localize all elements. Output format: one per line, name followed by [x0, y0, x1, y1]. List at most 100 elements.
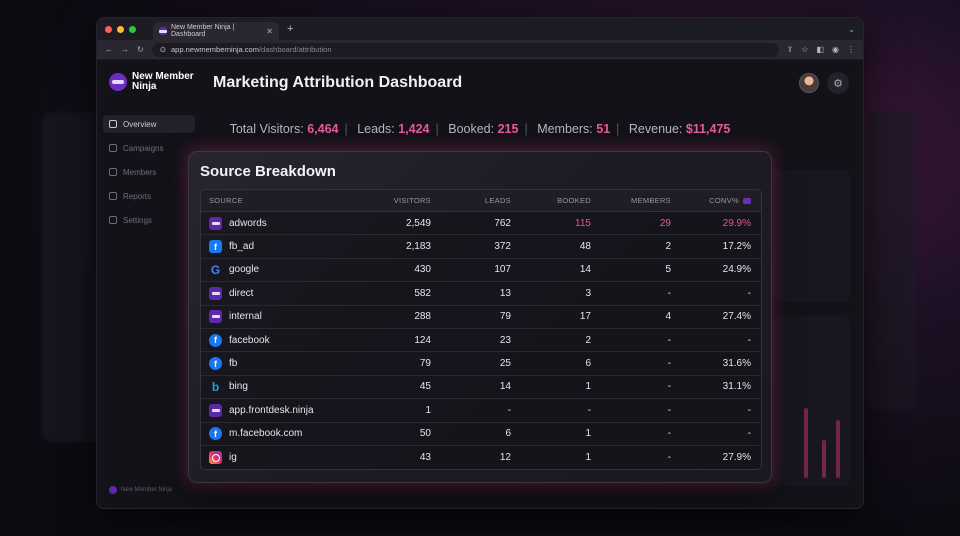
column-header-booked[interactable]: BOOKED	[557, 196, 591, 205]
cell-members: -	[667, 287, 671, 299]
stat-revenue: Revenue: $11,475	[628, 122, 731, 136]
column-header-members[interactable]: MEMBERS	[630, 196, 671, 205]
app-content: New Member Ninja Overview Campaigns Memb…	[97, 60, 863, 508]
ninja-icon	[209, 286, 222, 300]
cell-conv: -	[747, 404, 751, 416]
table-row[interactable]: f facebook 124 23 2 - -	[201, 329, 761, 353]
cell-source: app.frontdesk.ninja	[201, 403, 371, 417]
close-window-dot[interactable]	[105, 25, 112, 33]
ninja-icon	[209, 310, 222, 324]
background-bar	[822, 440, 826, 478]
table-row[interactable]: ig 43 12 1 - 27.9%	[201, 446, 761, 469]
table-row[interactable]: b bing 45 14 1 - 31.1%	[201, 376, 761, 400]
profile-icon[interactable]: ◉	[832, 45, 839, 54]
source-name: adwords	[229, 217, 267, 229]
background-bar	[804, 408, 808, 478]
cell-members: -	[667, 381, 671, 393]
cell-leads: 25	[499, 358, 511, 370]
reload-icon[interactable]: ↻	[137, 45, 144, 54]
cell-source: f m.facebook.com	[201, 427, 371, 441]
site-info-icon[interactable]: ⊙	[159, 45, 166, 54]
table-row[interactable]: direct 582 13 3 - -	[201, 282, 761, 306]
column-header-conv[interactable]: CONV%	[671, 196, 751, 205]
cell-conv: 29.9%	[722, 217, 751, 229]
facebook-circle-icon: f	[209, 333, 222, 347]
source-breakdown-card: Source Breakdown SOURCE VISITORS LEADS B…	[188, 151, 772, 483]
cell-visitors: 1	[425, 404, 431, 416]
cell-conv: 24.9%	[722, 264, 751, 276]
ninja-logo-icon	[109, 73, 127, 91]
sidebar-footer-label: New Member Ninja	[121, 487, 173, 493]
avatar[interactable]	[799, 73, 819, 93]
cell-booked: 2	[585, 334, 591, 346]
cell-conv: 17.2%	[722, 241, 751, 253]
settings-gear-icon[interactable]: ⚙	[827, 72, 849, 94]
cell-visitors: 45	[419, 381, 431, 393]
cell-visitors: 124	[414, 334, 431, 346]
facebook-circle-icon: f	[209, 427, 222, 441]
ninja-icon	[209, 403, 222, 417]
source-table: SOURCE VISITORS LEADS BOOKED MEMBERS CON…	[200, 189, 762, 471]
tab-bar: New Member Ninja | Dashboard ✕ + ⌄	[97, 18, 863, 40]
column-header-source[interactable]: SOURCE	[209, 196, 243, 205]
sidebar-item-reports[interactable]: Reports	[103, 187, 195, 205]
back-icon[interactable]: ←	[105, 45, 113, 54]
sidebar-item-campaigns[interactable]: Campaigns	[103, 139, 195, 157]
cell-members: -	[667, 428, 671, 440]
forward-icon[interactable]: →	[121, 45, 129, 54]
cell-booked: 1	[585, 381, 591, 393]
sidebar-item-members[interactable]: Members	[103, 163, 195, 181]
table-row[interactable]: adwords 2,549 762 115 29 29.9%	[201, 212, 761, 236]
cell-conv: -	[747, 287, 751, 299]
cell-booked: 115	[575, 217, 591, 229]
cell-source: ig	[201, 451, 371, 465]
source-name: facebook	[229, 334, 270, 346]
table-row[interactable]: f fb_ad 2,183 372 48 2 17.2%	[201, 235, 761, 259]
cell-booked: 17	[579, 311, 591, 323]
sidebar-item-label: Settings	[123, 215, 152, 225]
table-row[interactable]: f m.facebook.com 50 6 1 - -	[201, 423, 761, 446]
url-field[interactable]: ⊙ app.newmemberninja.com/dashboard/attri…	[151, 42, 779, 57]
source-name: app.frontdesk.ninja	[229, 404, 314, 416]
sidebar-item-settings[interactable]: Settings	[103, 211, 195, 229]
cell-leads: 23	[499, 334, 511, 346]
ninja-small-icon	[109, 486, 117, 494]
cell-booked: 3	[585, 287, 591, 299]
maximize-window-dot[interactable]	[129, 25, 136, 33]
url-host: app.newmemberninja.com	[171, 45, 259, 54]
new-tab-icon[interactable]: +	[287, 23, 294, 35]
cell-members: -	[667, 404, 671, 416]
source-name: bing	[229, 381, 248, 393]
cell-visitors: 430	[414, 264, 431, 276]
cell-conv: 31.1%	[722, 381, 751, 393]
source-name: fb_ad	[229, 241, 255, 253]
table-row[interactable]: f fb 79 25 6 - 31.6%	[201, 352, 761, 376]
background-panel-right	[866, 110, 916, 410]
brand-logo[interactable]: New Member Ninja	[109, 72, 202, 92]
table-row[interactable]: app.frontdesk.ninja 1 - - - -	[201, 399, 761, 423]
bookmark-star-icon[interactable]: ☆	[801, 45, 809, 54]
cell-conv: 27.9%	[722, 452, 751, 464]
sidebar-item-overview[interactable]: Overview	[103, 115, 195, 133]
cell-members: 29	[659, 217, 671, 229]
cell-members: -	[667, 452, 671, 464]
cell-visitors: 50	[419, 428, 431, 440]
close-tab-icon[interactable]: ✕	[266, 26, 273, 36]
cell-members: 5	[665, 264, 671, 276]
card-title: Source Breakdown	[200, 163, 336, 180]
sidebar-toggle-icon[interactable]: ◧	[816, 45, 825, 54]
browser-tab[interactable]: New Member Ninja | Dashboard ✕	[153, 22, 279, 40]
cell-visitors: 43	[419, 452, 431, 464]
minimize-window-dot[interactable]	[117, 25, 124, 33]
tab-title: New Member Ninja | Dashboard	[171, 24, 235, 38]
column-header-leads[interactable]: LEADS	[484, 196, 511, 205]
share-icon[interactable]: ⇪	[786, 45, 794, 54]
browser-menu-icon[interactable]: ⋮	[847, 45, 855, 54]
tab-menu-chevron-icon[interactable]: ⌄	[848, 24, 855, 34]
cell-conv: 27.4%	[722, 311, 751, 323]
sidebar-item-label: Overview	[123, 119, 157, 129]
table-row[interactable]: internal 288 79 17 4 27.4%	[201, 306, 761, 329]
column-header-visitors[interactable]: VISITORS	[393, 196, 431, 205]
stat-members: Members: 51	[537, 122, 611, 136]
